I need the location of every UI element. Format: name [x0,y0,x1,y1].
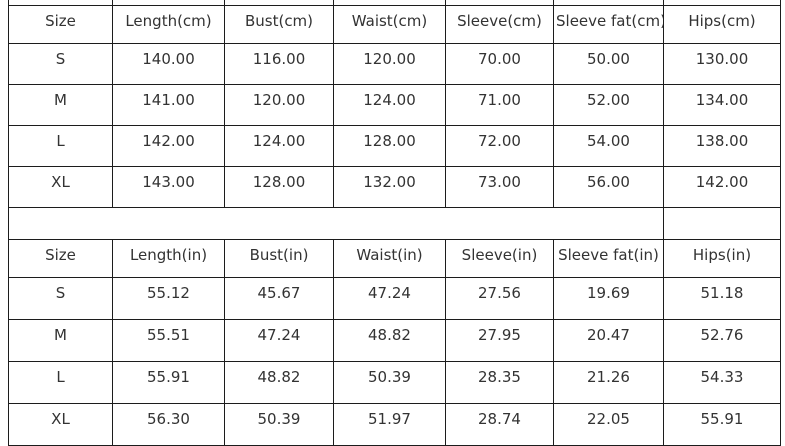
measurement-cell: 55.91 [112,361,225,404]
measurement-cell: 138.00 [663,125,781,167]
header-cell-in: Waist(in) [333,239,446,278]
measurement-cell: 51.18 [663,277,781,320]
size-chart-body: Size Length(cm) Bust(cm) Waist(cm) Sleeve(cm… [8,0,781,446]
measurement-cell: 28.74 [445,403,554,446]
measurement-cell: 116.00 [224,43,334,85]
measurement-cell: 73.00 [445,166,554,208]
spacer-row [8,207,781,240]
table-row-cm-xl: XL 143.00 128.00 132.00 73.00 56.00 142.00 [8,166,781,208]
measurement-cell: 55.91 [663,403,781,446]
measurement-cell: 52.00 [553,84,664,126]
size-label-cell: M [8,319,113,362]
measurement-cell: 120.00 [224,84,334,126]
size-label-cell: S [8,277,113,320]
measurement-cell: 20.47 [553,319,664,362]
header-row-in: Size Length(in) Bust(in) Waist(in) Sleeve(in… [8,239,781,278]
measurement-cell: 48.82 [333,319,446,362]
measurement-cell: 27.56 [445,277,554,320]
header-cell-in: Length(in) [112,239,225,278]
size-label-cell: XL [8,166,113,208]
measurement-cell: 70.00 [445,43,554,85]
measurement-cell: 27.95 [445,319,554,362]
measurement-cell: 56.00 [553,166,664,208]
measurement-cell: 55.51 [112,319,225,362]
size-label-cell: XL [8,403,113,446]
table-row-in-m: M 55.51 47.24 48.82 27.95 20.47 52.76 [8,319,781,362]
header-cell-in: Size [8,239,113,278]
measurement-cell: 71.00 [445,84,554,126]
header-row-cm: Size Length(cm) Bust(cm) Waist(cm) Sleeve(cm… [8,5,781,44]
measurement-cell: 47.24 [333,277,446,320]
header-cell-cm: Bust(cm) [224,5,334,44]
measurement-cell: 141.00 [112,84,225,126]
header-cell-in: Hips(in) [663,239,781,278]
size-label-cell: L [8,361,113,404]
header-cell-cm: Waist(cm) [333,5,446,44]
table-row-cm-l: L 142.00 124.00 128.00 72.00 54.00 138.00 [8,125,781,167]
measurement-cell: 51.97 [333,403,446,446]
spacer-cell-wide [8,207,664,240]
measurement-cell: 50.39 [333,361,446,404]
measurement-cell: 143.00 [112,166,225,208]
size-chart-table: Size Length(cm) Bust(cm) Waist(cm) Sleeve(cm… [8,0,781,446]
measurement-cell: 140.00 [112,43,225,85]
size-label-cell: L [8,125,113,167]
size-label-cell: M [8,84,113,126]
measurement-cell: 48.82 [224,361,334,404]
header-cell-cm: Length(cm) [112,5,225,44]
measurement-cell: 124.00 [224,125,334,167]
measurement-cell: 19.69 [553,277,664,320]
measurement-cell: 45.67 [224,277,334,320]
measurement-cell: 142.00 [112,125,225,167]
measurement-cell: 72.00 [445,125,554,167]
measurement-cell: 55.12 [112,277,225,320]
header-cell-cm: Hips(cm) [663,5,781,44]
table-row-in-l: L 55.91 48.82 50.39 28.35 21.26 54.33 [8,361,781,404]
measurement-cell: 120.00 [333,43,446,85]
measurement-cell: 134.00 [663,84,781,126]
measurement-cell: 22.05 [553,403,664,446]
measurement-cell: 54.33 [663,361,781,404]
measurement-cell: 50.39 [224,403,334,446]
header-cell-in: Sleeve fat(in) [553,239,664,278]
size-label-cell: S [8,43,113,85]
table-row-cm-m: M 141.00 120.00 124.00 71.00 52.00 134.00 [8,84,781,126]
measurement-cell: 28.35 [445,361,554,404]
measurement-cell: 130.00 [663,43,781,85]
table-row-cm-s: S 140.00 116.00 120.00 70.00 50.00 130.00 [8,43,781,85]
table-row-in-s: S 55.12 45.67 47.24 27.56 19.69 51.18 [8,277,781,320]
measurement-cell: 124.00 [333,84,446,126]
header-cell-cm: Sleeve(cm) [445,5,554,44]
measurement-cell: 128.00 [333,125,446,167]
header-cell-in: Sleeve(in) [445,239,554,278]
measurement-cell: 21.26 [553,361,664,404]
header-cell-in: Bust(in) [224,239,334,278]
table-row-in-xl: XL 56.30 50.39 51.97 28.74 22.05 55.91 [8,403,781,446]
measurement-cell: 142.00 [663,166,781,208]
measurement-cell: 52.76 [663,319,781,362]
measurement-cell: 54.00 [553,125,664,167]
measurement-cell: 47.24 [224,319,334,362]
header-cell-cm: Size [8,5,113,44]
measurement-cell: 132.00 [333,166,446,208]
spacer-cell-last [663,207,781,240]
header-cell-cm: Sleeve fat(cm) [553,5,664,44]
measurement-cell: 56.30 [112,403,225,446]
measurement-cell: 128.00 [224,166,334,208]
measurement-cell: 50.00 [553,43,664,85]
